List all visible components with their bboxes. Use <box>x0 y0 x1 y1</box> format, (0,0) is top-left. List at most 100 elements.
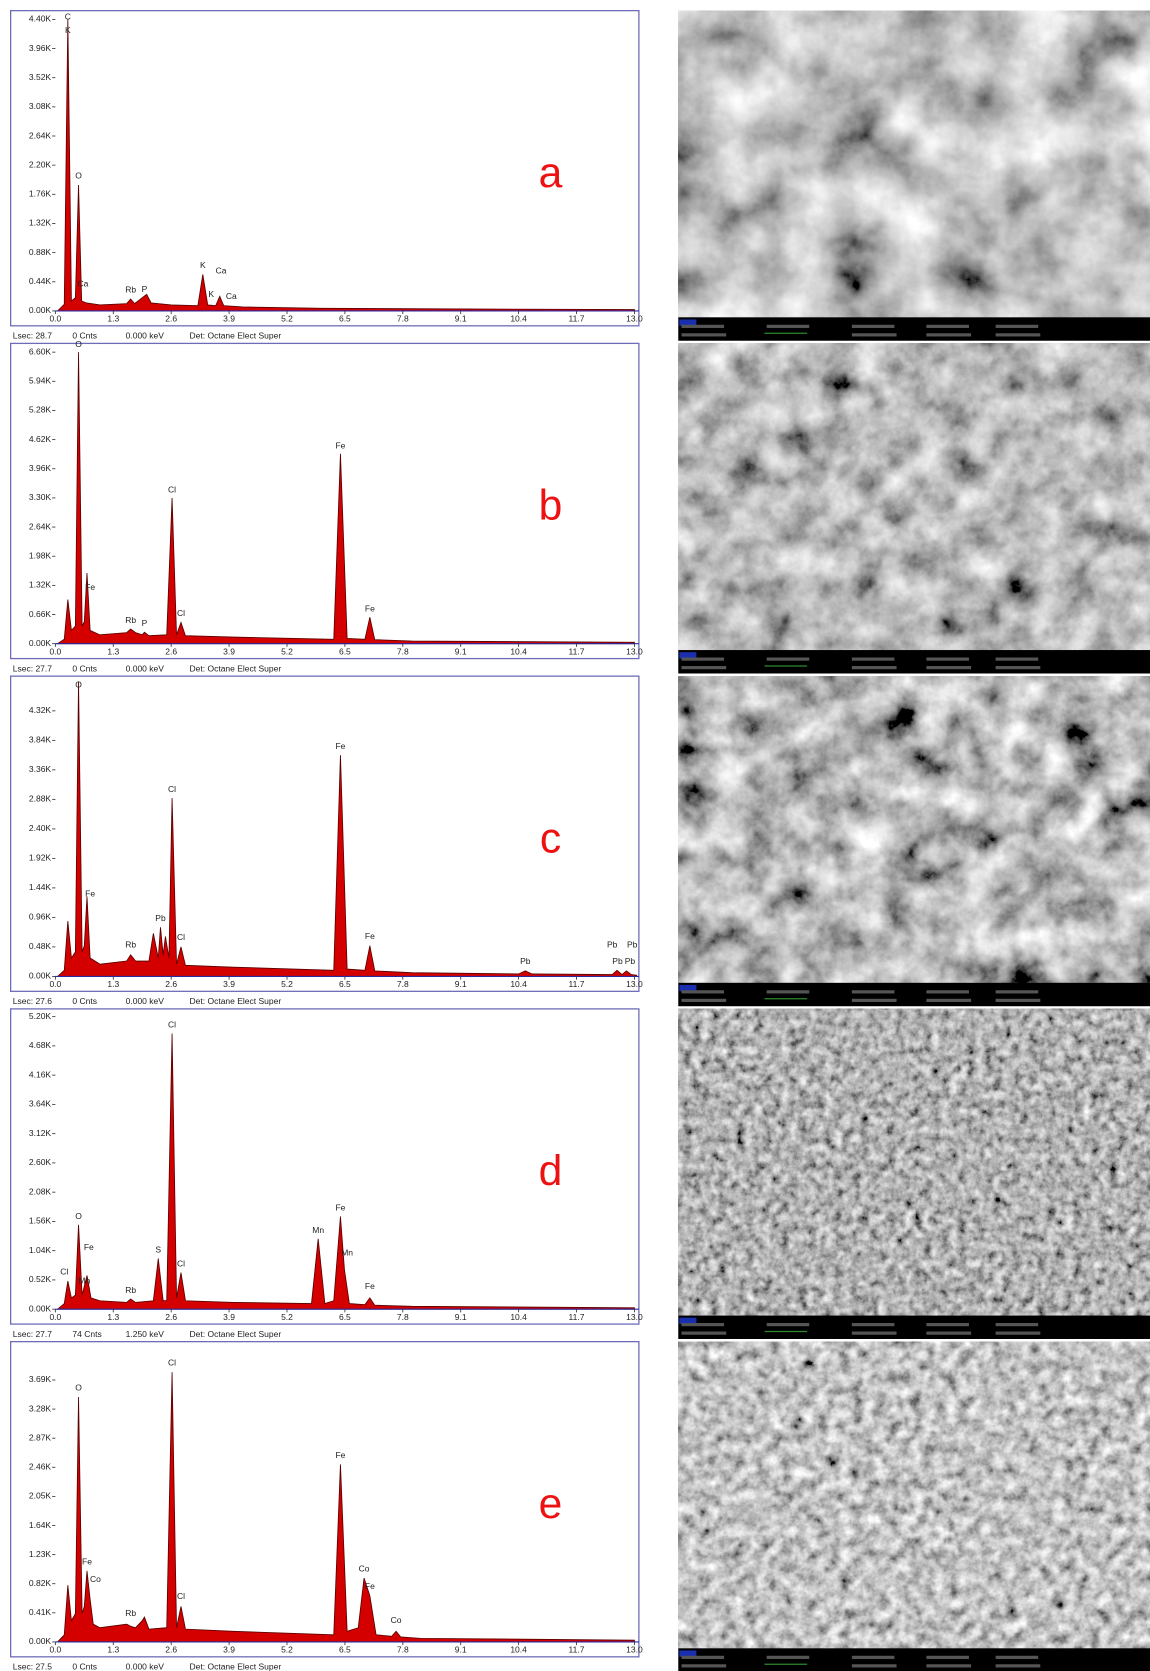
status-text: 0 Cnts <box>72 331 97 341</box>
sem-info <box>681 324 725 328</box>
sem-info <box>926 324 969 328</box>
y-tick-label: 1.32K <box>29 218 52 228</box>
status-text: Det: Octane Elect Super <box>190 331 282 341</box>
y-tick-label: 3.30K <box>29 492 52 502</box>
sem-logo <box>679 1650 697 1657</box>
x-tick-label: 6.5 <box>339 1312 351 1322</box>
sem-info <box>995 1331 1041 1335</box>
status-text: 74 Cnts <box>72 1329 101 1339</box>
spectrum-area <box>56 1372 635 1643</box>
y-tick-label: 5.94K <box>29 376 52 386</box>
x-tick-label: 0.0 <box>49 1645 61 1655</box>
peak-label: O <box>75 1382 82 1392</box>
y-tick-label: 0.00K <box>29 1303 52 1313</box>
sem-info <box>995 990 1039 994</box>
sem-logo <box>679 319 697 326</box>
peak-label: Fe <box>335 1202 345 1212</box>
peak-label: Ca <box>78 279 89 289</box>
y-tick-label: 3.12K <box>29 1128 52 1138</box>
x-tick-label: 0.0 <box>49 314 61 324</box>
y-tick-label: 2.05K <box>29 1491 52 1501</box>
x-tick-label: 11.7 <box>569 1312 585 1322</box>
x-tick-label: 10.4 <box>510 646 527 656</box>
status-text: Det: Octane Elect Super <box>190 996 282 1006</box>
peak-label: Co <box>90 1574 101 1584</box>
sem-info <box>681 666 727 670</box>
y-tick-label: 4.62K <box>29 434 52 444</box>
x-tick-label: 3.9 <box>223 1312 235 1322</box>
sem-info <box>995 998 1041 1002</box>
sem-info-bar <box>678 1648 1150 1671</box>
sem-info <box>681 1323 725 1327</box>
x-tick-label: 2.6 <box>165 1645 177 1655</box>
x-tick-label: 13.0 <box>626 646 643 656</box>
x-tick-label: 9.1 <box>455 979 467 989</box>
sem-info <box>851 998 897 1002</box>
sem-info <box>766 1655 810 1659</box>
sem-info <box>926 1655 969 1659</box>
sem-logo <box>679 1317 697 1325</box>
peak-label: Cl <box>60 1267 68 1277</box>
peak-label: Cl <box>168 784 176 794</box>
x-tick-label: 1.3 <box>107 1312 119 1322</box>
sem-logo <box>679 652 697 659</box>
sem-info <box>851 666 897 670</box>
peak-label: K <box>208 289 214 299</box>
sem-info <box>995 333 1041 337</box>
plot-frame <box>10 10 640 327</box>
sem-info <box>995 657 1039 661</box>
sem-info <box>851 333 897 337</box>
y-tick-label: 4.16K <box>29 1069 52 1079</box>
y-tick-label: 0.48K <box>29 941 52 951</box>
y-tick-label: 3.96K <box>29 463 52 473</box>
x-tick-label: 10.4 <box>510 979 527 989</box>
x-tick-label: 2.6 <box>165 979 177 989</box>
peak-label: Rb <box>125 940 136 950</box>
plot-frame <box>10 1341 640 1658</box>
x-tick-label: 6.5 <box>339 314 351 324</box>
y-tick-label: 0.44K <box>29 276 52 286</box>
sem-info <box>926 998 972 1002</box>
sem-info <box>681 657 725 661</box>
peak-label: K <box>200 260 206 270</box>
status-text: 1.250 keV <box>126 1329 165 1339</box>
peak-label: O <box>75 1211 82 1221</box>
x-tick-label: 5.2 <box>281 1312 293 1322</box>
sem-info <box>766 1323 810 1327</box>
peak-label: S <box>155 1245 161 1255</box>
spectrum-area <box>56 1033 635 1310</box>
y-tick-label: 0.00K <box>29 971 52 981</box>
y-tick-label: 5.28K <box>29 405 52 415</box>
y-tick-label: 1.32K <box>29 580 52 590</box>
sem-info <box>926 990 969 994</box>
y-tick-label: 0.82K <box>29 1578 52 1588</box>
y-tick-label: 0.00K <box>29 305 52 315</box>
peak-label: Rb <box>125 615 136 625</box>
y-tick-label: 2.87K <box>29 1432 52 1442</box>
sem-info-bar <box>678 1315 1150 1339</box>
x-tick-label: 7.8 <box>397 1312 409 1322</box>
y-tick-label: 6.60K <box>29 346 52 356</box>
x-tick-label: 3.9 <box>223 314 235 324</box>
y-tick-label: 0.88K <box>29 247 52 257</box>
y-tick-label: 1.44K <box>29 882 52 892</box>
x-tick-label: 11.7 <box>569 646 585 656</box>
y-tick-label: 2.08K <box>29 1186 52 1196</box>
sem-info <box>681 1331 727 1335</box>
x-tick-label: 0.0 <box>49 979 61 989</box>
y-tick-label: 4.68K <box>29 1040 52 1050</box>
x-tick-label: 3.9 <box>223 646 235 656</box>
sem-info <box>766 657 810 661</box>
status-text: 0.000 keV <box>126 1662 165 1671</box>
y-tick-label: 4.32K <box>29 705 52 715</box>
peak-label: Fe <box>82 1556 92 1566</box>
panel-letter: b <box>539 482 563 530</box>
panel-letter: a <box>539 149 563 197</box>
x-tick-label: 13.0 <box>626 1645 643 1655</box>
x-tick-label: 1.3 <box>107 979 119 989</box>
x-tick-label: 6.5 <box>339 646 351 656</box>
sem-image <box>678 1341 1150 1649</box>
x-tick-label: 5.2 <box>281 979 293 989</box>
peak-label: Cl <box>177 932 185 942</box>
